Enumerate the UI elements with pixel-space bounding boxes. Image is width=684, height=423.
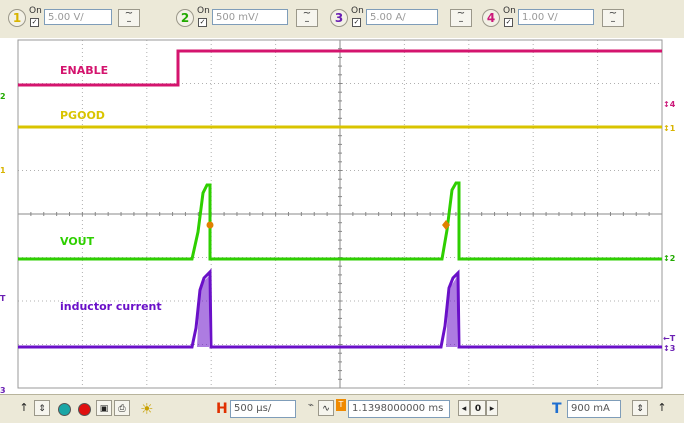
channel-2-on-checkbox[interactable]: ✓ — [198, 18, 207, 27]
enable-trace-label: ENABLE — [60, 64, 109, 77]
channel-3-coupling-button[interactable]: ~ – — [450, 9, 472, 27]
brightness-icon[interactable]: ☀ — [140, 400, 154, 418]
graticule — [17, 39, 663, 389]
channel-3-on-checkbox[interactable]: ✓ — [352, 18, 361, 27]
pgood-trace-label: PGOOD — [60, 109, 105, 122]
inductor-current-burst-1 — [197, 276, 209, 347]
ac-coupling-icon: ~ — [456, 8, 466, 19]
run-stop-pin-icon[interactable]: ↑ — [19, 401, 29, 414]
trigger-slope-icon[interactable]: ↑ — [657, 401, 667, 414]
channel-4-ground-marker[interactable]: ↕4 — [663, 100, 676, 109]
channel-4-button[interactable]: 4 — [482, 9, 500, 27]
channel-1-button[interactable]: 1 — [8, 9, 26, 27]
channel-2-on-label: On — [197, 6, 210, 16]
trigger-level-marker[interactable]: ←T — [663, 334, 676, 343]
channel-2-scale-input[interactable]: 500 mV/ — [212, 9, 288, 25]
position-center-button[interactable]: 0 — [470, 400, 486, 416]
left-marker-1: 1 — [0, 166, 6, 175]
left-marker-T: T — [0, 294, 6, 303]
vout-trace-label: VOUT — [60, 235, 95, 248]
timebase-input[interactable]: 500 µs/ — [230, 400, 296, 418]
ac-coupling-icon: ~ — [608, 8, 618, 19]
ac-coupling-icon: ~ — [124, 8, 134, 19]
channel-2-button[interactable]: 2 — [176, 9, 194, 27]
inductor-current-burst-2 — [446, 276, 457, 347]
channel-1-ground-marker[interactable]: ↕1 — [663, 124, 676, 133]
trigger-label: T — [552, 401, 562, 417]
horizontal-label: H — [216, 401, 228, 417]
position-left-button[interactable]: ◂ — [458, 400, 470, 416]
vout-trace — [18, 181, 662, 261]
enable-trace — [18, 49, 662, 87]
bottom-toolbar: ↑ ⇕ ▣ ⎙ ☀ H 500 µs/ ⌁ ∿ T 1.1398000000 m… — [0, 394, 684, 423]
trigger-level-stepper[interactable]: ⇕ — [632, 400, 648, 416]
waveform-mode-icon[interactable]: ∿ — [318, 400, 334, 416]
channel-4-on-checkbox[interactable]: ✓ — [504, 18, 513, 27]
run-button[interactable] — [58, 403, 71, 416]
channel-4-scale-input[interactable]: 1.00 V/ — [518, 9, 594, 25]
channel-4-coupling-button[interactable]: ~ – — [602, 9, 624, 27]
graticule-border — [17, 39, 663, 389]
waveform-display[interactable]: ENABLE PGOOD VOUT inductor current 2 1 T… — [0, 38, 684, 395]
zoom-icon[interactable]: ⌁ — [308, 400, 315, 411]
inductor-current-trace — [18, 268, 662, 349]
left-marker-2: 2 — [0, 92, 6, 101]
autoscale-icon[interactable]: ▣ — [96, 400, 112, 416]
left-marker-3: 3 — [0, 386, 6, 395]
trigger-level-input[interactable]: 900 mA — [567, 400, 621, 418]
trigger-marker-diamond — [442, 220, 450, 230]
channel-3-scale-input[interactable]: 5.00 A/ — [366, 9, 438, 25]
trigger-position-icon: T — [336, 399, 346, 411]
channel-toolbar: 1 On ✓ 5.00 V/ ~ – 2 On ✓ 500 mV/ ~ – 3 On… — [0, 0, 684, 39]
channel-2-ground-marker[interactable]: ↕2 — [663, 254, 676, 263]
channel-3-on-label: On — [351, 6, 364, 16]
channel-4-on-label: On — [503, 6, 516, 16]
ac-coupling-icon: ~ — [302, 8, 312, 19]
channel-3-ground-marker[interactable]: ↕3 — [663, 344, 676, 353]
print-icon[interactable]: ⎙ — [114, 400, 130, 416]
channel-2-coupling-button[interactable]: ~ – — [296, 9, 318, 27]
scroll-stepper[interactable]: ⇕ — [34, 400, 50, 416]
waveform-canvas — [17, 39, 663, 389]
channel-1-on-label: On — [29, 6, 42, 16]
inductor-current-trace-label: inductor current — [60, 300, 162, 313]
stop-button[interactable] — [78, 403, 91, 416]
position-right-button[interactable]: ▸ — [486, 400, 498, 416]
traces — [18, 49, 662, 349]
channel-1-scale-input[interactable]: 5.00 V/ — [44, 9, 112, 25]
trigger-marker-dot — [206, 221, 214, 229]
channel-1-on-checkbox[interactable]: ✓ — [30, 18, 39, 27]
horizontal-position-input[interactable]: 1.1398000000 ms — [348, 400, 450, 418]
channel-1-coupling-button[interactable]: ~ – — [118, 9, 140, 27]
channel-3-button[interactable]: 3 — [330, 9, 348, 27]
